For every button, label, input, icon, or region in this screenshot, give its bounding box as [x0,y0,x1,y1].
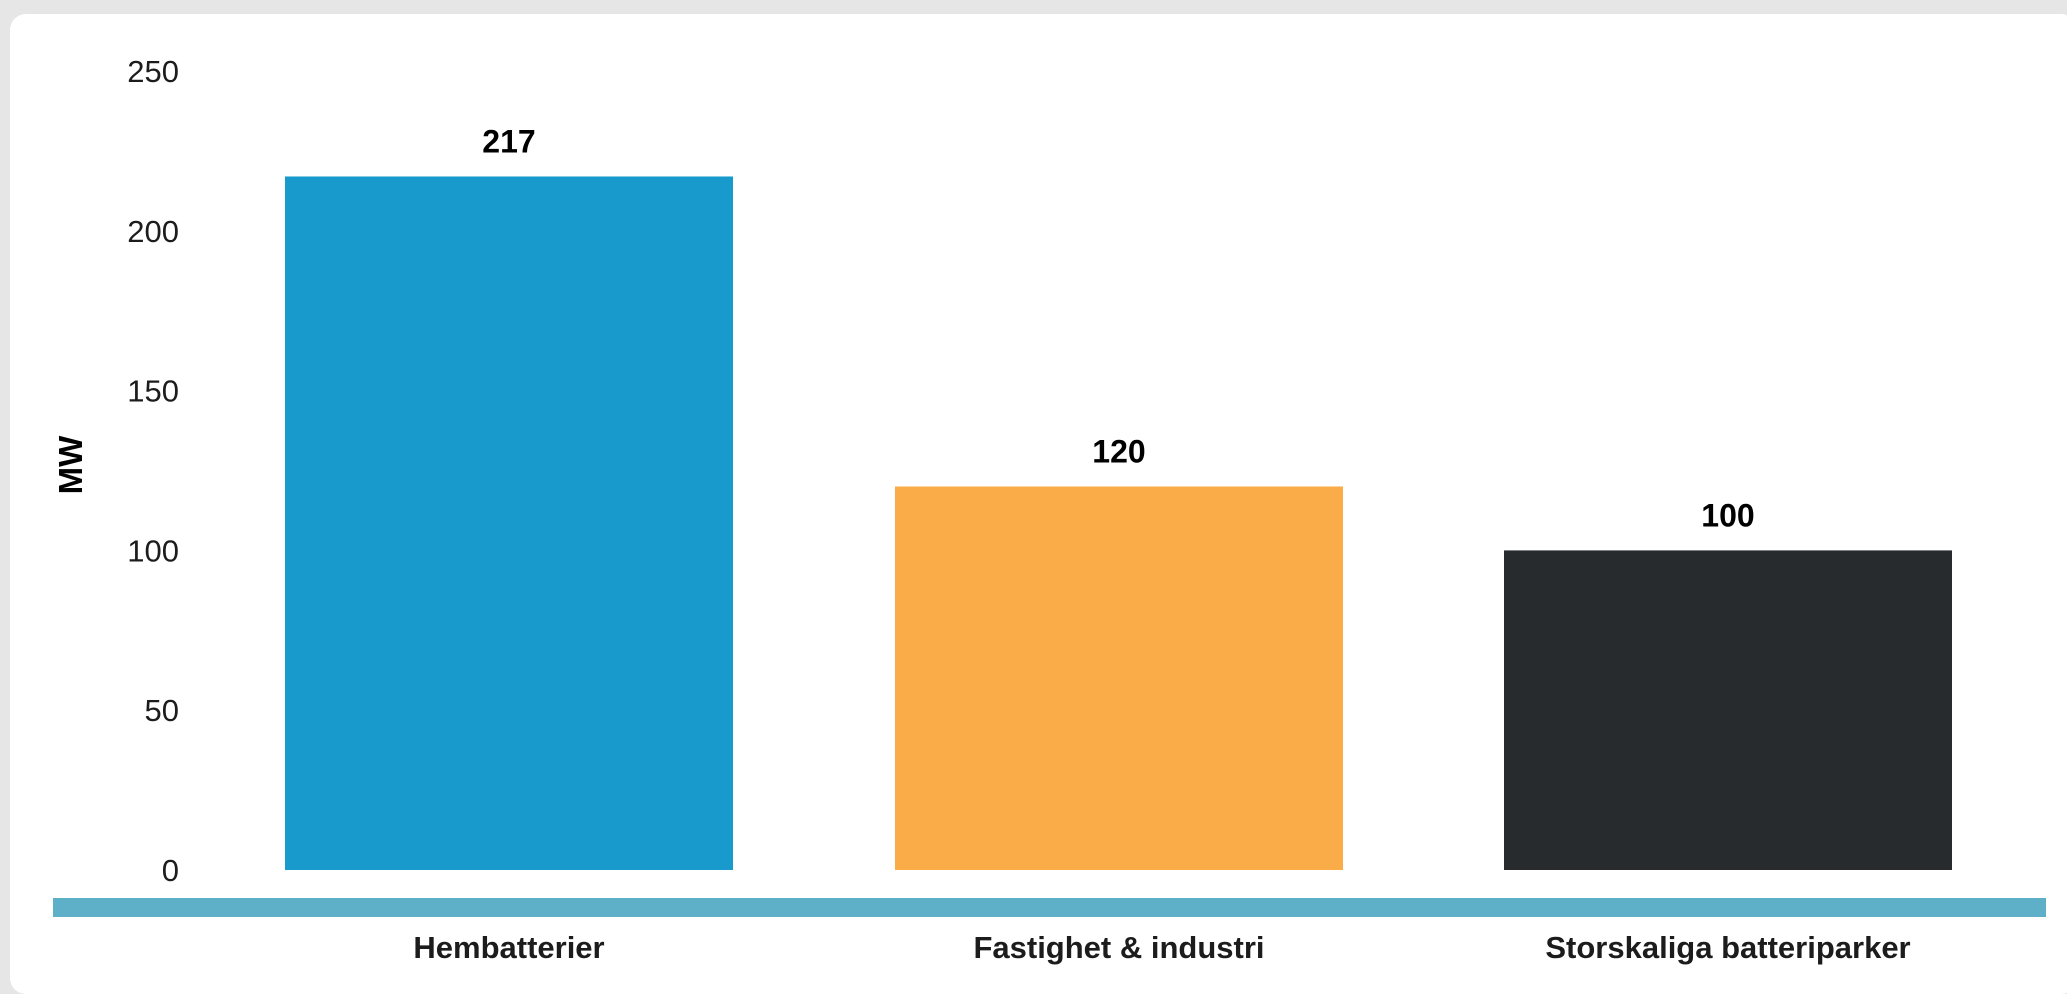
data-label: 217 [482,123,535,159]
data-label: 100 [1701,497,1754,533]
category-labels: Hembatterier Fastighet & industri Storskal… [413,930,1910,965]
category-label: Storskaliga batteriparker [1545,930,1910,965]
bar [895,486,1343,870]
y-tick-label: 50 [145,693,179,728]
bar [285,176,733,870]
bars [285,176,1952,870]
y-tick-label: 100 [127,533,179,568]
y-tick-label: 200 [127,214,179,249]
value-labels: 217 120 100 [482,123,1754,533]
y-axis-ticks: 0 50 100 150 200 250 [127,54,179,888]
data-label: 120 [1092,433,1145,469]
bar [1504,550,1952,870]
y-tick-label: 250 [127,54,179,89]
y-axis-title: MW [52,435,89,494]
category-label: Fastighet & industri [973,930,1264,965]
category-label: Hembatterier [413,930,604,965]
y-tick-label: 150 [127,374,179,409]
x-axis-baseline [53,898,2046,917]
y-tick-label: 0 [162,853,179,888]
